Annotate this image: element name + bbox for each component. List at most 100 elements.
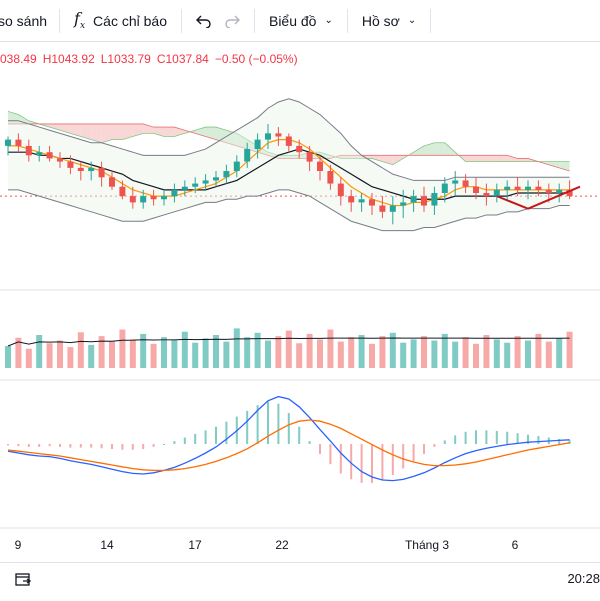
candle-body xyxy=(77,167,84,172)
chart-canvas[interactable] xyxy=(0,44,600,538)
macd-histogram-bar xyxy=(516,433,519,444)
ichimoku-cloud-segment xyxy=(340,155,352,159)
volume-bar xyxy=(483,335,490,368)
candle-body xyxy=(473,186,479,193)
macd-histogram-bar xyxy=(194,433,197,444)
macd-histogram-bar xyxy=(215,426,217,444)
macd-histogram-bar xyxy=(412,444,415,462)
compare-label: so sánh xyxy=(0,12,48,29)
ichimoku-cloud-segment xyxy=(49,123,60,131)
candle-body xyxy=(67,161,74,168)
volume-bar xyxy=(556,338,563,368)
macd-histogram-bar xyxy=(38,444,41,447)
macd-histogram-bar xyxy=(391,444,394,475)
candle-body xyxy=(493,189,500,197)
ichimoku-cloud-segment xyxy=(507,155,518,162)
x-tick-label: 6 xyxy=(511,538,519,552)
macd-histogram-bar xyxy=(69,444,72,448)
x-tick-label: Tháng 3 xyxy=(404,538,450,552)
macd-histogram-bar xyxy=(48,444,51,447)
candle-body xyxy=(410,196,417,203)
ichimoku-cloud-segment xyxy=(413,145,424,156)
indicators-label: Các chỉ báo xyxy=(93,12,167,29)
volume-bar xyxy=(410,339,417,368)
candle-body xyxy=(348,196,355,203)
bollinger-lower-line xyxy=(8,189,570,232)
volume-bar xyxy=(171,340,178,368)
macd-histogram-bar xyxy=(350,444,353,480)
ohlc-open: 038.49 xyxy=(0,52,37,66)
candle-body xyxy=(275,133,282,137)
candle-body xyxy=(46,152,53,159)
volume-bar xyxy=(462,337,469,368)
macd-histogram-bar xyxy=(433,444,436,447)
ichimoku-cloud-segment xyxy=(559,161,570,172)
ichimoku-cloud-segment xyxy=(80,123,92,140)
candle-body xyxy=(566,189,573,197)
macd-histogram-bar xyxy=(319,444,321,455)
ichimoku-cloud-segment xyxy=(434,142,445,156)
volume-bar xyxy=(119,329,126,368)
top-toolbar: so sánh fx Các chỉ báo Biểu đồ ⌄ Hồ sơ ⌄ xyxy=(0,0,600,42)
date-range-icon[interactable] xyxy=(14,571,32,589)
candle-body xyxy=(98,167,105,178)
candle-body xyxy=(57,158,63,162)
compare-button[interactable]: so sánh xyxy=(0,0,59,42)
candle-body xyxy=(421,196,427,206)
macd-histogram-bar xyxy=(256,405,259,444)
candle-body xyxy=(296,145,303,153)
candle-body xyxy=(129,196,136,203)
volume-bar xyxy=(25,348,32,368)
macd-histogram-bar xyxy=(204,430,207,444)
profile-dropdown[interactable]: Hồ sơ ⌄ xyxy=(348,0,430,42)
candle-body xyxy=(150,196,157,200)
candle-body xyxy=(15,139,22,146)
macd-histogram-bar xyxy=(131,444,134,450)
macd-histogram-bar xyxy=(163,444,165,445)
x-tick-label: 22 xyxy=(275,538,289,552)
candle-body xyxy=(202,180,209,184)
ohlc-change: −0.50 (−0.05%) xyxy=(214,52,298,66)
volume-bar xyxy=(150,343,157,368)
volume-bar xyxy=(514,336,521,368)
macd-histogram-bar xyxy=(454,435,457,444)
ichimoku-cloud-segment xyxy=(164,127,175,137)
macd-histogram-bar xyxy=(267,401,269,444)
macd-histogram-bar xyxy=(287,413,290,444)
x-axis: 9 14 17 22 Tháng 3 6 xyxy=(0,538,600,554)
macd-histogram-bar xyxy=(79,444,82,448)
x-tick-label: 17 xyxy=(188,538,202,552)
candle-body xyxy=(223,171,230,178)
volume-bar xyxy=(244,337,251,368)
macd-histogram-bar xyxy=(506,431,509,444)
macd-histogram-bar xyxy=(27,444,30,447)
indicators-button[interactable]: fx Các chỉ báo xyxy=(60,0,181,42)
ichimoku-cloud-segment xyxy=(91,123,102,143)
volume-bar xyxy=(504,342,511,368)
volume-bar xyxy=(140,333,147,368)
candle-body xyxy=(483,192,490,197)
volume-bar xyxy=(181,331,188,368)
bollinger-band-fill xyxy=(8,98,570,231)
macd-histogram-bar xyxy=(246,410,249,444)
volume-bar xyxy=(379,336,386,368)
macd-histogram-bar xyxy=(100,444,103,449)
ichimoku-cloud-segment xyxy=(226,130,237,146)
candle-body xyxy=(545,189,552,193)
volume-bar xyxy=(192,342,199,368)
volume-bar xyxy=(161,337,167,368)
candle-body xyxy=(285,136,292,146)
volume-bar xyxy=(254,332,261,368)
volume-bar xyxy=(317,339,323,368)
volume-bar xyxy=(306,333,313,368)
ichimoku-cloud-segment xyxy=(288,155,300,159)
redo-button[interactable] xyxy=(220,0,254,42)
time-label: 20:28 xyxy=(567,571,600,586)
chart-type-dropdown[interactable]: Biểu đồ ⌄ xyxy=(255,0,347,42)
undo-button[interactable] xyxy=(182,0,220,42)
bollinger-upper-line xyxy=(8,98,570,181)
macd-histogram-bar xyxy=(360,444,363,483)
candle-body xyxy=(244,149,251,162)
macd-histogram-bar xyxy=(443,440,446,444)
macd-histogram-bar xyxy=(495,431,498,444)
